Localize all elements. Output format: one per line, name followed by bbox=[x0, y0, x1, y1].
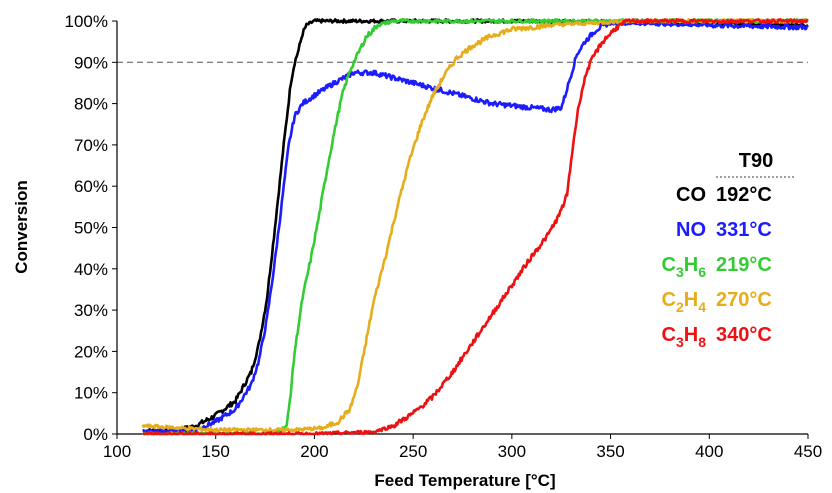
x-tick-label: 200 bbox=[300, 442, 328, 461]
y-tick-label: 90% bbox=[74, 53, 108, 72]
y-tick-label: 40% bbox=[74, 260, 108, 279]
series-lines bbox=[141, 18, 809, 436]
series-line-no bbox=[142, 20, 809, 435]
x-tick-label: 350 bbox=[596, 442, 624, 461]
legend-t90-c2h4: 270°C bbox=[716, 289, 772, 311]
y-tick-label: 80% bbox=[74, 95, 108, 114]
series-line-c2h4 bbox=[141, 18, 809, 433]
legend-header: T90 bbox=[739, 150, 773, 172]
legend-t90-co: 192°C bbox=[716, 184, 772, 206]
y-tick-label: 70% bbox=[74, 136, 108, 155]
legend-t90-c3h6: 219°C bbox=[716, 254, 772, 276]
x-axis-title: Feed Temperature [°C] bbox=[374, 471, 555, 490]
x-tick-label: 250 bbox=[399, 442, 427, 461]
legend-name-c2h4: C2H4 bbox=[662, 289, 707, 315]
y-tick-label: 30% bbox=[74, 301, 108, 320]
legend-t90-c3h8: 340°C bbox=[716, 324, 772, 346]
legend-t90-no: 331°C bbox=[716, 219, 772, 241]
y-tick-label: 10% bbox=[74, 384, 108, 403]
y-axis-title: Conversion bbox=[12, 180, 31, 274]
x-tick-label: 400 bbox=[695, 442, 723, 461]
y-tick-label: 0% bbox=[83, 425, 108, 444]
legend-name-c3h6: C3H6 bbox=[662, 254, 707, 280]
y-tick-label: 100% bbox=[65, 12, 108, 31]
y-tick-label: 60% bbox=[74, 177, 108, 196]
legend-name-co: CO bbox=[676, 184, 706, 206]
x-tick-label: 150 bbox=[202, 442, 230, 461]
legend-name-c3h8: C3H8 bbox=[662, 324, 707, 350]
legend: T90 CO 192°C NO 331°C C3H6 219°C C2H4 270°C C3H8… bbox=[662, 150, 796, 350]
legend-name-no: NO bbox=[676, 219, 706, 241]
y-tick-label: 20% bbox=[74, 342, 108, 361]
series-line-c3h6 bbox=[141, 18, 809, 436]
y-tick-label: 50% bbox=[74, 219, 108, 238]
x-tick-label: 450 bbox=[794, 442, 822, 461]
x-tick-label: 300 bbox=[498, 442, 526, 461]
series-line-c3h8 bbox=[141, 18, 809, 436]
tick-labels: 0% 10% 20% 30% 40% 50% 60% 70% 80% 90% 100% 100 150 2… bbox=[65, 12, 823, 461]
series-line-co bbox=[142, 18, 809, 434]
x-tick-label: 100 bbox=[103, 442, 131, 461]
